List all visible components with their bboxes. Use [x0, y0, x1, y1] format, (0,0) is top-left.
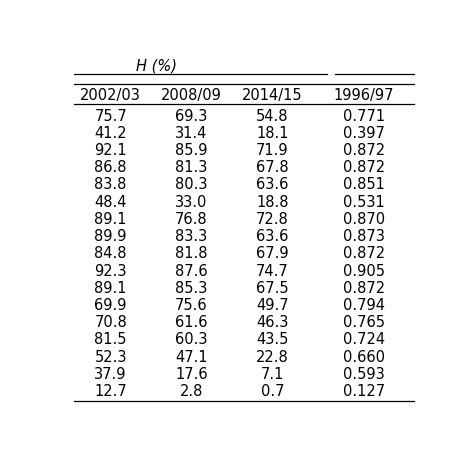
Text: 2008/09: 2008/09 — [161, 88, 222, 103]
Text: 0.851: 0.851 — [343, 177, 385, 192]
Text: 49.7: 49.7 — [256, 298, 289, 313]
Text: 69.3: 69.3 — [175, 109, 208, 124]
Text: 0.870: 0.870 — [343, 212, 385, 227]
Text: 1996/97: 1996/97 — [334, 88, 394, 103]
Text: 85.9: 85.9 — [175, 143, 208, 158]
Text: 0.724: 0.724 — [343, 332, 385, 347]
Text: 18.1: 18.1 — [256, 126, 289, 141]
Text: 70.8: 70.8 — [94, 315, 127, 330]
Text: 76.8: 76.8 — [175, 212, 208, 227]
Text: 83.8: 83.8 — [94, 177, 127, 192]
Text: 60.3: 60.3 — [175, 332, 208, 347]
Text: 81.5: 81.5 — [94, 332, 127, 347]
Text: 86.8: 86.8 — [94, 160, 127, 175]
Text: 0.872: 0.872 — [343, 246, 385, 261]
Text: 85.3: 85.3 — [175, 281, 208, 296]
Text: 72.8: 72.8 — [256, 212, 289, 227]
Text: H (%): H (%) — [136, 58, 177, 73]
Text: 0.531: 0.531 — [343, 195, 385, 210]
Text: 46.3: 46.3 — [256, 315, 289, 330]
Text: 0.660: 0.660 — [343, 350, 385, 365]
Text: 71.9: 71.9 — [256, 143, 289, 158]
Text: 63.6: 63.6 — [256, 229, 289, 244]
Text: 48.4: 48.4 — [94, 195, 127, 210]
Text: 87.6: 87.6 — [175, 264, 208, 279]
Text: 89.1: 89.1 — [94, 281, 127, 296]
Text: 7.1: 7.1 — [261, 367, 284, 382]
Text: 81.8: 81.8 — [175, 246, 208, 261]
Text: 0.873: 0.873 — [343, 229, 385, 244]
Text: 75.6: 75.6 — [175, 298, 208, 313]
Text: 84.8: 84.8 — [94, 246, 127, 261]
Text: 0.7: 0.7 — [261, 384, 284, 399]
Text: 0.794: 0.794 — [343, 298, 385, 313]
Text: 67.8: 67.8 — [256, 160, 289, 175]
Text: 89.9: 89.9 — [94, 229, 127, 244]
Text: 22.8: 22.8 — [256, 350, 289, 365]
Text: 89.1: 89.1 — [94, 212, 127, 227]
Text: 0.765: 0.765 — [343, 315, 385, 330]
Text: 0.872: 0.872 — [343, 281, 385, 296]
Text: 2014/15: 2014/15 — [242, 88, 302, 103]
Text: 75.7: 75.7 — [94, 109, 127, 124]
Text: 0.593: 0.593 — [343, 367, 385, 382]
Text: 81.3: 81.3 — [175, 160, 208, 175]
Text: 47.1: 47.1 — [175, 350, 208, 365]
Text: 2.8: 2.8 — [180, 384, 203, 399]
Text: 52.3: 52.3 — [94, 350, 127, 365]
Text: 18.8: 18.8 — [256, 195, 289, 210]
Text: 17.6: 17.6 — [175, 367, 208, 382]
Text: 67.5: 67.5 — [256, 281, 289, 296]
Text: 12.7: 12.7 — [94, 384, 127, 399]
Text: 2002/03: 2002/03 — [80, 88, 141, 103]
Text: 69.9: 69.9 — [94, 298, 127, 313]
Text: 63.6: 63.6 — [256, 177, 289, 192]
Text: 31.4: 31.4 — [175, 126, 208, 141]
Text: 0.905: 0.905 — [343, 264, 385, 279]
Text: 43.5: 43.5 — [256, 332, 289, 347]
Text: 83.3: 83.3 — [175, 229, 208, 244]
Text: 0.397: 0.397 — [343, 126, 385, 141]
Text: 37.9: 37.9 — [94, 367, 127, 382]
Text: 0.872: 0.872 — [343, 160, 385, 175]
Text: 33.0: 33.0 — [175, 195, 208, 210]
Text: 0.771: 0.771 — [343, 109, 385, 124]
Text: 61.6: 61.6 — [175, 315, 208, 330]
Text: 80.3: 80.3 — [175, 177, 208, 192]
Text: 54.8: 54.8 — [256, 109, 289, 124]
Text: 0.872: 0.872 — [343, 143, 385, 158]
Text: 92.1: 92.1 — [94, 143, 127, 158]
Text: 0.127: 0.127 — [343, 384, 385, 399]
Text: 92.3: 92.3 — [94, 264, 127, 279]
Text: 41.2: 41.2 — [94, 126, 127, 141]
Text: 74.7: 74.7 — [256, 264, 289, 279]
Text: 67.9: 67.9 — [256, 246, 289, 261]
